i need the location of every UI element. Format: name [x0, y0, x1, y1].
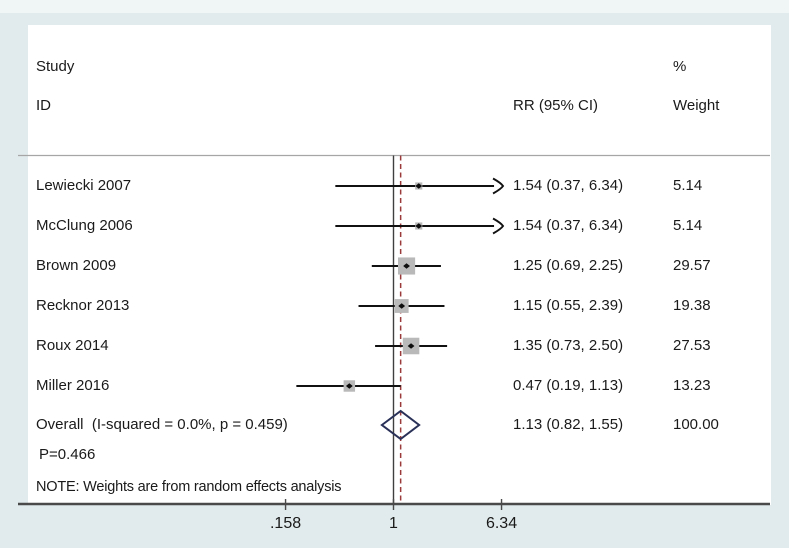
column-header-study: Study — [36, 58, 75, 75]
study-id-label: Roux 2014 — [36, 337, 109, 354]
study-rr-value: 1.54 (0.37, 6.34) — [513, 217, 624, 234]
study-weight: 27.53 — [673, 337, 711, 354]
overall-rr-value: 1.13 (0.82, 1.55) — [513, 416, 624, 433]
study-id-label: Brown 2009 — [36, 257, 117, 274]
study-weight: 29.57 — [673, 257, 711, 274]
study-id-label: Recknor 2013 — [36, 297, 130, 314]
study-weight: 13.23 — [673, 377, 711, 394]
study-rr-value: 1.25 (0.69, 2.25) — [513, 257, 624, 274]
study-rr-value: 1.54 (0.37, 6.34) — [513, 177, 624, 194]
p-value-label: P=0.466 — [39, 446, 96, 463]
study-weight: 19.38 — [673, 297, 711, 314]
study-rr-value: 1.15 (0.55, 2.39) — [513, 297, 624, 314]
study-weight: 5.14 — [673, 177, 703, 194]
x-axis-tick-label: 6.34 — [485, 515, 518, 532]
column-header-weight: Weight — [673, 97, 720, 114]
overall-label: Overall (I-squared = 0.0%, p = 0.459) — [36, 416, 288, 433]
column-header-rr-ci: RR (95% CI) — [513, 97, 599, 114]
column-header-percent: % — [673, 58, 687, 75]
background-top-band — [0, 0, 789, 13]
study-weight: 5.14 — [673, 217, 703, 234]
study-rr-value: 0.47 (0.19, 1.13) — [513, 377, 624, 394]
overall-weight: 100.00 — [673, 416, 719, 433]
study-id-label: Lewiecki 2007 — [36, 177, 132, 194]
x-axis-tick-label: 1 — [389, 515, 398, 532]
column-header-id: ID — [36, 97, 51, 114]
note-label: NOTE: Weights are from random effects an… — [36, 479, 342, 495]
study-id-label: Miller 2016 — [36, 377, 110, 394]
study-rr-value: 1.35 (0.73, 2.50) — [513, 337, 624, 354]
x-axis-tick-label: .158 — [269, 515, 302, 532]
study-id-label: McClung 2006 — [36, 217, 133, 234]
